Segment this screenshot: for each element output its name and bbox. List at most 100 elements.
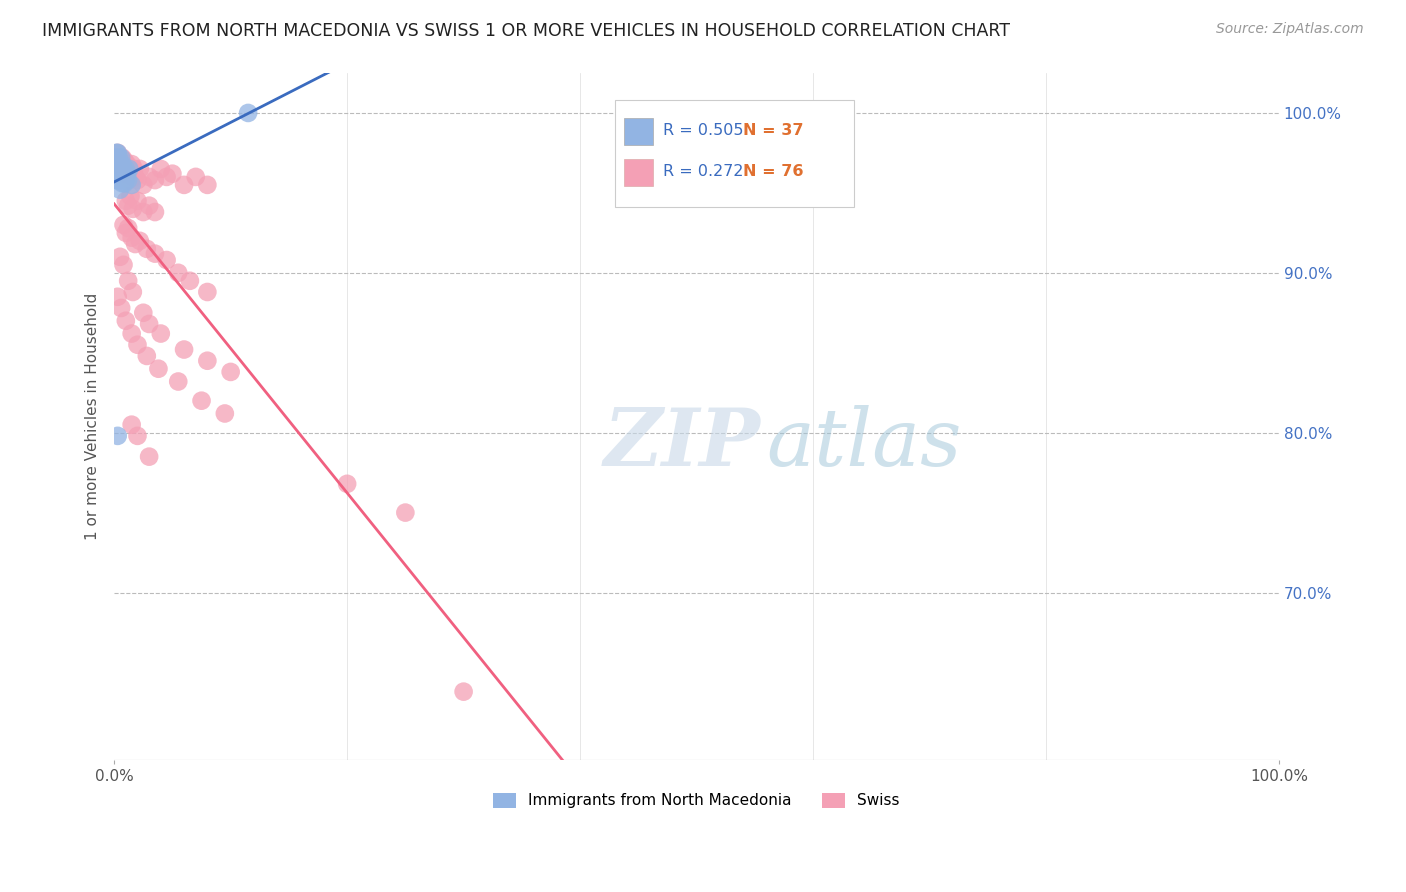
Point — [111, 167, 134, 181]
Point — [112, 161, 135, 176]
Point — [117, 221, 139, 235]
Point — [108, 151, 131, 165]
Point — [108, 250, 131, 264]
Point — [111, 157, 134, 171]
Point — [117, 199, 139, 213]
Point — [117, 161, 139, 176]
FancyBboxPatch shape — [624, 118, 654, 145]
FancyBboxPatch shape — [624, 159, 654, 186]
Point — [155, 252, 177, 267]
Point — [121, 326, 143, 341]
Point — [143, 246, 166, 260]
Point — [173, 343, 195, 357]
Text: R = 0.505: R = 0.505 — [662, 123, 744, 138]
Point — [105, 167, 128, 181]
Point — [121, 285, 143, 299]
Point — [105, 153, 128, 168]
Point — [111, 176, 134, 190]
Text: atlas: atlas — [766, 406, 962, 483]
Point — [138, 317, 160, 331]
Point — [195, 178, 218, 192]
Point — [127, 194, 149, 208]
Point — [138, 169, 160, 184]
Point — [162, 167, 184, 181]
Point — [132, 178, 155, 192]
Point — [110, 157, 132, 171]
Text: Source: ZipAtlas.com: Source: ZipAtlas.com — [1216, 22, 1364, 37]
Point — [121, 157, 143, 171]
Point — [132, 205, 155, 219]
Legend: Immigrants from North Macedonia, Swiss: Immigrants from North Macedonia, Swiss — [486, 787, 905, 814]
Point — [114, 176, 136, 190]
Point — [107, 145, 129, 160]
Point — [105, 161, 128, 176]
Point — [114, 226, 136, 240]
Text: N = 76: N = 76 — [744, 164, 804, 179]
Point — [167, 266, 190, 280]
Point — [121, 169, 143, 184]
Point — [120, 189, 142, 203]
Point — [121, 230, 143, 244]
Point — [108, 161, 131, 176]
Text: N = 37: N = 37 — [744, 123, 804, 138]
Point — [110, 151, 132, 165]
Point — [110, 301, 132, 315]
Text: R = 0.272: R = 0.272 — [662, 164, 744, 179]
Text: IMMIGRANTS FROM NORTH MACEDONIA VS SWISS 1 OR MORE VEHICLES IN HOUSEHOLD CORRELA: IMMIGRANTS FROM NORTH MACEDONIA VS SWISS… — [42, 22, 1010, 40]
Point — [117, 173, 139, 187]
Point — [114, 161, 136, 176]
Point — [120, 161, 142, 176]
Point — [107, 173, 129, 187]
Point — [107, 290, 129, 304]
Point — [124, 169, 146, 184]
Point — [107, 429, 129, 443]
Point — [121, 202, 143, 216]
Point — [190, 393, 212, 408]
Point — [105, 145, 128, 160]
Point — [155, 169, 177, 184]
Point — [127, 337, 149, 351]
Point — [122, 161, 145, 176]
Point — [115, 157, 138, 171]
Point — [104, 157, 127, 171]
Point — [107, 157, 129, 171]
Point — [108, 167, 131, 181]
FancyBboxPatch shape — [614, 101, 853, 207]
Point — [108, 153, 131, 168]
Point — [112, 218, 135, 232]
Point — [108, 169, 131, 184]
Point — [143, 205, 166, 219]
Point — [111, 151, 134, 165]
Point — [104, 151, 127, 165]
Point — [112, 161, 135, 176]
Point — [107, 145, 129, 160]
Point — [114, 167, 136, 181]
Point — [135, 242, 157, 256]
Point — [117, 274, 139, 288]
Point — [148, 361, 170, 376]
Point — [112, 169, 135, 184]
Point — [135, 349, 157, 363]
Point — [110, 169, 132, 184]
Point — [118, 161, 141, 176]
Point — [138, 450, 160, 464]
Point — [394, 506, 416, 520]
Point — [149, 326, 172, 341]
Point — [173, 178, 195, 192]
Point — [115, 167, 138, 181]
Point — [128, 234, 150, 248]
Point — [127, 173, 149, 187]
Point — [138, 199, 160, 213]
Point — [127, 429, 149, 443]
Point — [132, 306, 155, 320]
Point — [110, 161, 132, 176]
Point — [453, 684, 475, 698]
Point — [114, 153, 136, 168]
Y-axis label: 1 or more Vehicles in Household: 1 or more Vehicles in Household — [86, 293, 100, 541]
Point — [143, 173, 166, 187]
Point — [108, 157, 131, 171]
Point — [105, 157, 128, 171]
Point — [214, 407, 236, 421]
Point — [114, 194, 136, 208]
Point — [124, 237, 146, 252]
